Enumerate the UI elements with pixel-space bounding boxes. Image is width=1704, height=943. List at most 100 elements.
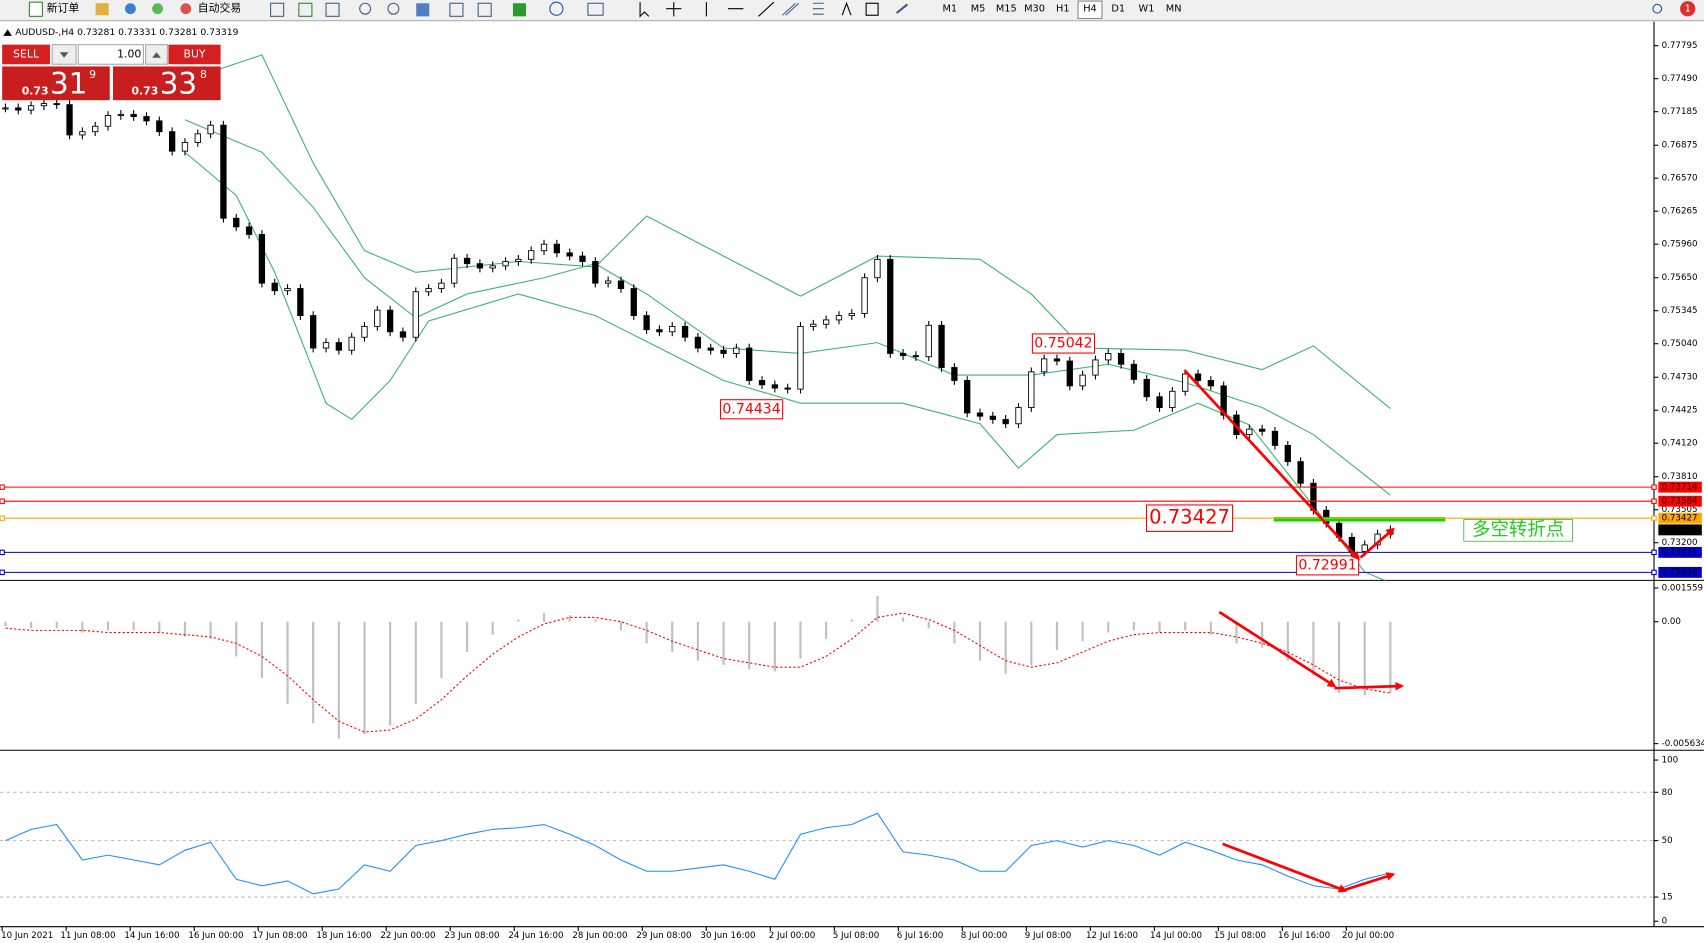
candle bbox=[540, 243, 548, 252]
candle bbox=[1169, 390, 1176, 408]
candle bbox=[502, 261, 509, 267]
auto-trading-icon[interactable] bbox=[180, 3, 192, 15]
timeframe-button[interactable]: H4 bbox=[1083, 4, 1097, 15]
cursor-tool[interactable] bbox=[639, 2, 650, 18]
macd-bar bbox=[619, 621, 623, 631]
buy-button[interactable] bbox=[168, 44, 221, 65]
macd-bar bbox=[106, 621, 110, 631]
tool-icon[interactable] bbox=[95, 3, 109, 16]
search-icon[interactable] bbox=[1652, 3, 1663, 14]
new-order[interactable]: 新订单 bbox=[47, 1, 80, 15]
bid-box[interactable] bbox=[2, 66, 110, 101]
rebound-arrow bbox=[1359, 527, 1395, 559]
tool-icon[interactable] bbox=[325, 2, 340, 17]
lots-input[interactable] bbox=[77, 44, 144, 65]
line-tools[interactable] bbox=[705, 1, 775, 17]
x-tick-label: 14 Jun 16:00 bbox=[124, 931, 179, 941]
macd-bar bbox=[81, 621, 84, 633]
candle bbox=[220, 124, 227, 219]
macd-bar bbox=[1030, 621, 1033, 666]
timeframe-button[interactable]: MN bbox=[1166, 4, 1182, 15]
macd-bar bbox=[1235, 621, 1238, 644]
y-tick-label: 0.001559 bbox=[1662, 583, 1703, 593]
arrow-tool[interactable] bbox=[895, 3, 909, 14]
macd-bar bbox=[183, 621, 187, 637]
channel-tool[interactable] bbox=[782, 2, 800, 16]
period-icon[interactable] bbox=[549, 1, 564, 16]
pivot-label: 多空转折点 bbox=[1472, 519, 1564, 540]
candle bbox=[399, 331, 407, 338]
tool-icon[interactable] bbox=[270, 2, 285, 17]
tool-icon[interactable] bbox=[298, 2, 313, 17]
candle bbox=[386, 309, 394, 333]
candle bbox=[1194, 373, 1202, 381]
timeframe-button[interactable]: M1 bbox=[942, 4, 957, 15]
macd-bar bbox=[850, 619, 853, 622]
timeframe-button[interactable]: M15 bbox=[996, 4, 1017, 15]
macd-bar bbox=[1081, 621, 1084, 642]
macd-bar bbox=[465, 621, 469, 653]
timeframe-button[interactable]: M5 bbox=[971, 4, 986, 15]
candle bbox=[310, 315, 317, 349]
tool-icon[interactable] bbox=[124, 3, 136, 15]
crosshair-tool[interactable] bbox=[666, 2, 682, 17]
x-tick-label: 12 Jul 16:00 bbox=[1086, 931, 1138, 941]
tool-icon[interactable] bbox=[416, 3, 430, 17]
tool-icon[interactable] bbox=[477, 2, 492, 17]
macd-bar bbox=[773, 621, 776, 672]
notification-badge[interactable] bbox=[1680, 1, 1696, 17]
y-tick-label: 0.74730 bbox=[1662, 373, 1698, 383]
new-order-icon[interactable] bbox=[28, 1, 43, 17]
candle bbox=[297, 288, 304, 317]
zoom-in[interactable] bbox=[359, 2, 372, 15]
macd-bar bbox=[1363, 621, 1366, 696]
macd-bar bbox=[671, 621, 674, 653]
macd-bar bbox=[594, 619, 597, 622]
active-timeframe[interactable] bbox=[1077, 0, 1103, 20]
macd-bar bbox=[748, 621, 751, 670]
trend-arrow bbox=[1183, 369, 1360, 561]
x-tick-label: 29 Jun 08:00 bbox=[636, 931, 691, 941]
zoom-out[interactable] bbox=[387, 2, 400, 15]
candle bbox=[1040, 358, 1048, 373]
candle bbox=[489, 265, 496, 269]
candle bbox=[1092, 359, 1099, 376]
macd-bar bbox=[645, 621, 648, 644]
indicator-icon[interactable] bbox=[512, 3, 526, 17]
candle bbox=[938, 324, 945, 368]
candle bbox=[40, 103, 48, 107]
x-tick-label: 18 Jun 16:00 bbox=[316, 931, 371, 941]
tool-icon[interactable] bbox=[449, 2, 464, 17]
label-tool[interactable] bbox=[865, 2, 879, 16]
timeframe-button[interactable]: W1 bbox=[1139, 4, 1155, 15]
macd-bar bbox=[722, 621, 725, 666]
candle bbox=[245, 226, 253, 235]
candle bbox=[348, 336, 355, 351]
macd-bar bbox=[260, 621, 263, 678]
macd-bar bbox=[235, 621, 238, 657]
chart-header: AUDUSD-,H4 0.73281 0.73331 0.73281 0.733… bbox=[15, 27, 238, 38]
text-tool[interactable] bbox=[841, 1, 852, 16]
bid-pips: 31 bbox=[50, 66, 87, 100]
macd-bar bbox=[55, 621, 58, 629]
fibo-tool[interactable] bbox=[812, 2, 824, 15]
auto-trading[interactable]: 自动交易 bbox=[198, 1, 241, 15]
timeframe-button[interactable]: M30 bbox=[1024, 4, 1045, 15]
candle bbox=[771, 384, 778, 389]
sell-button[interactable] bbox=[2, 44, 50, 65]
x-tick-label: 24 Jun 16:00 bbox=[508, 931, 563, 941]
candle bbox=[233, 217, 240, 228]
tool-icon[interactable] bbox=[152, 3, 164, 15]
annotation-box bbox=[1295, 555, 1360, 576]
candle bbox=[951, 367, 958, 381]
collapse-icon[interactable] bbox=[3, 29, 12, 36]
trend-arrow bbox=[1218, 610, 1337, 688]
macd-bar bbox=[1107, 621, 1110, 633]
timeframe-button[interactable]: D1 bbox=[1111, 4, 1125, 15]
timeframe-button[interactable]: H1 bbox=[1056, 4, 1070, 15]
candle bbox=[335, 342, 342, 351]
template-icon[interactable] bbox=[587, 2, 604, 16]
candle bbox=[861, 277, 868, 314]
ask-box[interactable] bbox=[113, 66, 221, 101]
